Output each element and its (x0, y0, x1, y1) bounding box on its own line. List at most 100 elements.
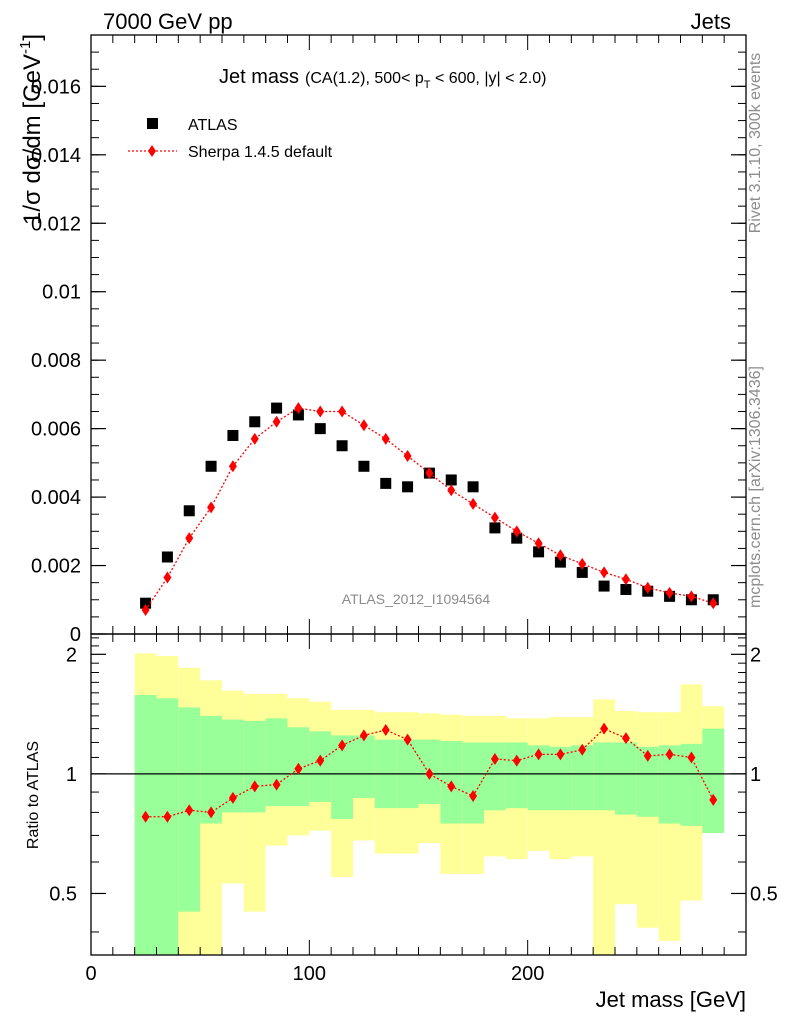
ratio-band-inner-bin (702, 728, 725, 833)
ratio-tick-label-right: 2 (750, 644, 761, 666)
ratio-band-inner-bin (549, 746, 572, 811)
ratio-y-axis-label: Ratio to ATLAS (25, 741, 42, 849)
ratio-sherpa-point (163, 810, 172, 823)
ratio-sherpa-point (228, 791, 237, 804)
x-axis-label: Jet mass [GeV] (596, 987, 746, 1012)
main-layer (140, 402, 719, 617)
atlas-data-point (445, 474, 457, 486)
atlas-data-point (380, 477, 392, 489)
ratio-band-inner-bin (615, 742, 637, 815)
atlas-data-point (336, 440, 348, 452)
ratio-sherpa-point (250, 780, 259, 793)
sherpa-line (145, 407, 714, 611)
x-tick-label: 0 (85, 963, 96, 985)
ratio-sherpa-point (490, 753, 499, 766)
atlas-data-point (402, 481, 414, 493)
ratio-sherpa-point (600, 722, 609, 735)
atlas-data-point (314, 423, 326, 435)
y-tick-label: 0.008 (31, 350, 81, 372)
plot-title-cond-end: < 600, |y| < 2.0) (431, 70, 547, 87)
ratio-band-inner-bin (571, 745, 594, 811)
ratio-sherpa-point (578, 743, 587, 756)
sherpa-data-point (316, 405, 325, 418)
y-tick-label: 0.004 (31, 487, 81, 509)
sherpa-data-point (185, 532, 194, 545)
ratio-band-inner-bin (680, 743, 703, 826)
ratio-tick-label-left: 2 (66, 644, 77, 666)
ratio-band-inner-bin (265, 718, 288, 807)
ratio-band-inner-bin (353, 735, 375, 798)
sherpa-data-point (490, 511, 499, 524)
ratio-sherpa-point (381, 723, 390, 736)
ratio-band-inner-bin (309, 731, 332, 802)
sherpa-data-point (425, 467, 434, 480)
sherpa-data-point (469, 497, 478, 510)
ratio-sherpa-point (272, 778, 281, 791)
ratio-sherpa-point (512, 754, 521, 767)
ratio-sherpa-point (447, 780, 456, 793)
ratio-sherpa-point (141, 810, 150, 823)
plot-title-cond: (CA(1.2), 500< p (305, 70, 424, 87)
y-axis-label-close: ] (19, 34, 46, 41)
ratio-band-inner-bin (636, 746, 659, 817)
sherpa-data-point (643, 581, 652, 594)
sherpa-data-point (338, 405, 347, 418)
plot-title: Jet mass (CA(1.2), 500< pT < 600, |y| < 2… (219, 66, 546, 91)
atlas-data-point (183, 505, 195, 517)
ratio-band-inner-bin (200, 715, 222, 824)
x-tick-label: 100 (293, 963, 326, 985)
sherpa-data-point (294, 402, 303, 415)
legend-atlas-marker (147, 118, 158, 129)
y-tick-label: 0 (70, 624, 81, 646)
y-tick-label: 0.01 (42, 282, 81, 304)
y-tick-label: 0.014 (31, 145, 81, 167)
sherpa-data-point (534, 537, 543, 550)
legend-atlas-label: ATLAS (188, 117, 238, 134)
y-axis-label: 1/σ dσ/dm [GeV-1] (17, 34, 46, 225)
sherpa-data-point (228, 460, 237, 473)
legend: ATLAS Sherpa 1.4.5 default (128, 117, 333, 161)
atlas-data-point (511, 532, 523, 544)
y-axis-label-sup: -1 (17, 41, 34, 54)
y-tick-label: 0.006 (31, 419, 81, 441)
header-jets: Jets (691, 9, 731, 34)
analysis-watermark: ATLAS_2012_I1094564 (342, 591, 491, 607)
ratio-band-inner-bin (462, 742, 484, 824)
atlas-data-point (598, 580, 610, 592)
header-energy: 7000 GeV pp (103, 9, 233, 34)
ratio-sherpa-point (338, 739, 347, 752)
atlas-data-point (554, 556, 566, 568)
ratio-sherpa-line (145, 727, 714, 818)
ratio-sherpa-point (425, 767, 434, 780)
ratio-tick-label-left: 1 (66, 764, 77, 786)
ratio-sherpa-point (294, 762, 303, 775)
atlas-data-point (205, 460, 217, 472)
sherpa-data-point (272, 415, 281, 428)
rivet-label: Rivet 3.1.10, 300k events (747, 53, 764, 234)
ratio-sherpa-point (469, 789, 478, 802)
ratio-band-inner-bin (156, 698, 179, 955)
plot-title-main: Jet mass (219, 66, 299, 88)
legend-sherpa-marker (148, 145, 156, 157)
sherpa-data-point (250, 432, 259, 445)
ratio-sherpa-point (359, 729, 368, 742)
ratio-band-outer-bin (636, 712, 659, 928)
ratio-tick-label-right: 1 (750, 764, 761, 786)
ratio-sherpa-point (316, 754, 325, 767)
ratio-sherpa-point (534, 748, 543, 761)
ratio-band-inner-bin (243, 720, 266, 813)
atlas-data-point (620, 584, 632, 596)
ratio-tick-label-left: 0.5 (49, 883, 77, 905)
sherpa-data-point (447, 484, 456, 497)
ratio-band-inner-bin (484, 742, 506, 811)
x-tick-label: 200 (511, 963, 544, 985)
ratio-sherpa-point (665, 748, 674, 761)
axes-layer: 0 0.002 0.004 0.006 0.008 0.01 0.012 0.014 0.016… (31, 34, 778, 985)
sherpa-data-point (403, 450, 412, 463)
sherpa-data-point (512, 525, 521, 538)
sherpa-data-point (600, 566, 609, 579)
atlas-data-point (292, 409, 304, 421)
ratio-sherpa-point (643, 749, 652, 762)
ratio-sherpa-point (207, 806, 216, 819)
